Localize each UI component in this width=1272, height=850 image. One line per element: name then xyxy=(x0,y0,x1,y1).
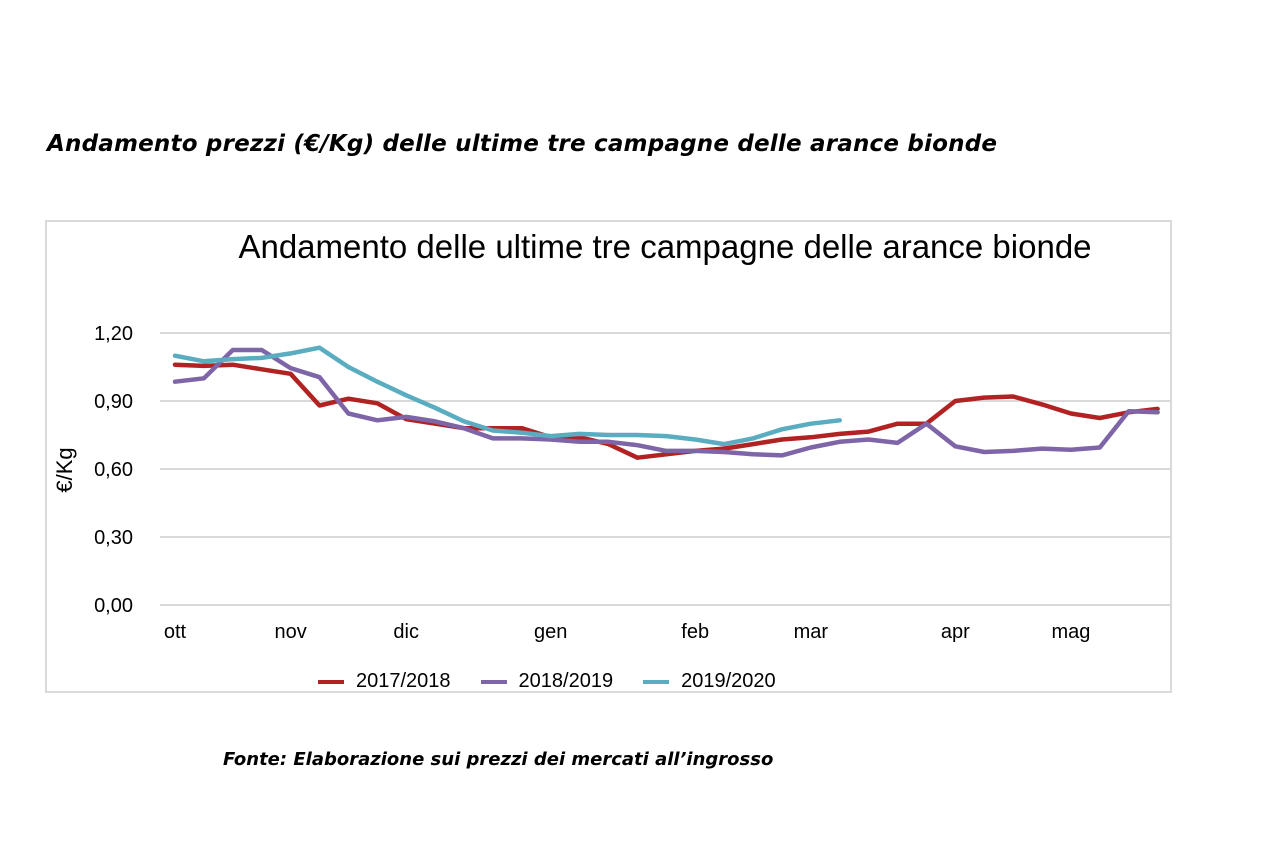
legend-label: 2018/2019 xyxy=(518,670,614,692)
y-tick-label: 0,00 xyxy=(94,595,133,617)
x-tick-label: apr xyxy=(941,621,970,643)
series-line-2019-2020 xyxy=(172,345,842,447)
legend-swatch-2017-2018 xyxy=(318,679,344,684)
x-tick-label: dic xyxy=(393,621,419,643)
y-tick-labels: 0,00 0,30 0,60 0,90 1,20 xyxy=(94,323,133,617)
legend-item-2018-2019: 2018/2019 xyxy=(480,670,614,693)
gridlines xyxy=(160,332,1170,606)
series-line-2018-2019 xyxy=(172,347,1160,458)
y-tick-label: 0,90 xyxy=(94,391,133,413)
legend: 2017/2018 2018/2019 2019/2020 xyxy=(318,670,776,693)
x-tick-label: nov xyxy=(274,621,306,643)
legend-label: 2019/2020 xyxy=(681,670,776,692)
legend-item-2017-2018: 2017/2018 xyxy=(318,670,451,693)
x-tick-label: mar xyxy=(794,621,829,643)
series-lines xyxy=(172,345,1160,460)
legend-label: 2017/2018 xyxy=(356,670,451,692)
y-tick-label: 0,60 xyxy=(94,459,133,481)
source-note: Fonte: Elaborazione sui prezzi dei merca… xyxy=(223,749,774,770)
x-tick-label: mag xyxy=(1051,621,1090,643)
legend-swatch-2018-2019 xyxy=(480,679,507,684)
chart-frame xyxy=(45,220,1172,693)
x-tick-label: feb xyxy=(681,621,709,643)
legend-item-2019-2020: 2019/2020 xyxy=(643,670,776,693)
x-tick-label: ott xyxy=(164,621,187,643)
legend-swatch-2019-2020 xyxy=(643,679,670,684)
y-tick-label: 0,30 xyxy=(94,527,133,549)
x-tick-label: gen xyxy=(534,621,567,643)
x-tick-labels: ott nov dic gen feb mar apr mag xyxy=(164,621,1090,643)
chart-title: Andamento delle ultime tre campagne dell… xyxy=(238,228,1092,265)
page-heading: Andamento prezzi (€/Kg) delle ultime tre… xyxy=(47,131,998,157)
y-axis-label: €/Kg xyxy=(52,447,77,492)
y-tick-label: 1,20 xyxy=(94,323,133,345)
